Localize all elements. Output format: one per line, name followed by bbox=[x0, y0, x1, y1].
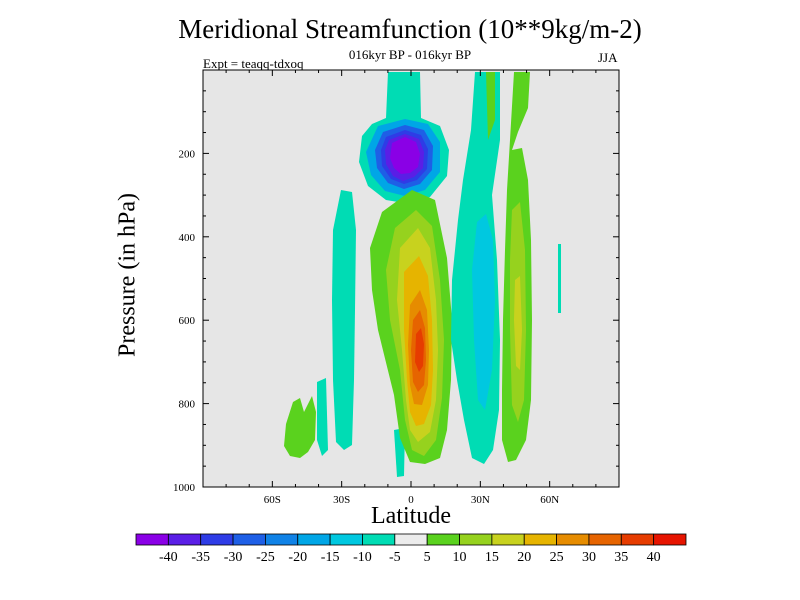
y-tick-label: 200 bbox=[179, 148, 196, 160]
colorbar bbox=[135, 533, 687, 546]
colorbar-swatch bbox=[653, 533, 687, 546]
contour-small-patch bbox=[558, 244, 561, 313]
colorbar-label: -20 bbox=[288, 550, 307, 565]
x-tick-label: 0 bbox=[408, 494, 414, 506]
colorbar-label: -35 bbox=[191, 550, 210, 565]
colorbar-label: 30 bbox=[582, 550, 596, 565]
colorbar-label: -30 bbox=[224, 550, 243, 565]
colorbar-label: -40 bbox=[159, 550, 178, 565]
chart-title: Meridional Streamfunction (10**9kg/m-2) bbox=[178, 14, 642, 44]
colorbar-swatch bbox=[620, 533, 655, 546]
contour-sh-pos-patch bbox=[284, 396, 316, 458]
x-axis-label: Latitude bbox=[371, 503, 451, 529]
colorbar-label: 20 bbox=[517, 550, 531, 565]
contour-nh-pos-band bbox=[486, 72, 495, 140]
colorbar-swatch bbox=[426, 533, 460, 546]
colorbar-swatch bbox=[588, 533, 622, 546]
axis-ticks bbox=[203, 70, 619, 487]
colorbar-labels: -40 -35 -30 -25 -20 -15 -10 -5 5 10 15 20 25 30 35 40 bbox=[159, 550, 661, 565]
colorbar-swatch bbox=[394, 533, 428, 546]
colorbar-label: -5 bbox=[389, 550, 401, 565]
contour-neg-40 bbox=[390, 137, 420, 174]
colorbar-label: -10 bbox=[353, 550, 372, 565]
y-tick-label: 400 bbox=[179, 232, 196, 244]
colorbar-swatch bbox=[329, 533, 363, 546]
experiment-label: Expt = teaqq-tdxoq bbox=[203, 56, 304, 71]
colorbar-swatch bbox=[362, 533, 396, 546]
chart-subtitle: 016kyr BP - 016kyr BP bbox=[348, 47, 472, 62]
y-tick-label: 800 bbox=[179, 399, 196, 411]
colorbar-label: 35 bbox=[614, 550, 628, 565]
contour-sh-neg-sliver bbox=[317, 378, 328, 456]
x-tick-label: 30N bbox=[471, 494, 490, 506]
season-label: JJA bbox=[598, 50, 618, 65]
colorbar-swatch bbox=[232, 533, 266, 546]
colorbar-swatch bbox=[200, 533, 234, 546]
colorbar-label: 15 bbox=[485, 550, 499, 565]
contour-fields bbox=[284, 72, 561, 477]
colorbar-swatch bbox=[491, 533, 525, 546]
colorbar-label: 10 bbox=[453, 550, 467, 565]
colorbar-swatch bbox=[297, 533, 331, 546]
colorbar-label: -15 bbox=[321, 550, 340, 565]
colorbar-swatch bbox=[459, 533, 493, 546]
colorbar-label: 40 bbox=[647, 550, 661, 565]
y-tick-label: 1000 bbox=[173, 482, 196, 494]
colorbar-label: -25 bbox=[256, 550, 275, 565]
colorbar-swatch bbox=[556, 533, 590, 546]
colorbar-swatch bbox=[265, 533, 299, 546]
contour-nh-pos-band-15 bbox=[514, 276, 522, 370]
contour-nh-neg-band-10 bbox=[472, 214, 495, 410]
x-tick-label: 30S bbox=[333, 494, 350, 506]
y-tick-label: 600 bbox=[179, 315, 196, 327]
contour-pos-35 bbox=[415, 328, 424, 372]
colorbar-swatch bbox=[523, 533, 557, 546]
colorbar-swatch bbox=[167, 533, 202, 546]
colorbar-swatch bbox=[135, 533, 169, 546]
axis-tick-labels: 60S 30S 0 30N 60N 200 400 600 800 1000 bbox=[173, 148, 559, 506]
colorbar-label: 5 bbox=[424, 550, 431, 565]
contour-sh-neg-band bbox=[332, 190, 356, 450]
colorbar-label: 25 bbox=[550, 550, 564, 565]
x-tick-label: 60S bbox=[264, 494, 281, 506]
x-tick-label: 60N bbox=[540, 494, 559, 506]
